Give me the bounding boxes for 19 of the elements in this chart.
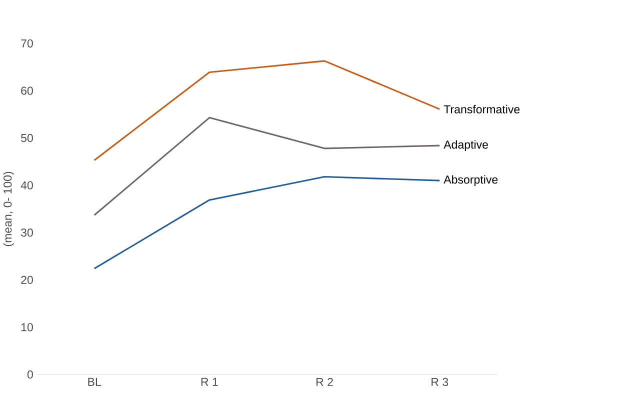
x-tick-label: R 2 — [316, 378, 333, 386]
series-label: Adaptive — [444, 140, 488, 151]
series-label: Absorptive — [444, 175, 498, 186]
y-tick-label: 70 — [21, 39, 33, 48]
line-series — [94, 60, 440, 162]
x-tick-label: R 3 — [432, 378, 448, 386]
y-axis-title: (mean, 0- 100) — [3, 172, 14, 246]
y-tick-label: 60 — [21, 86, 33, 95]
y-tick-label: 40 — [20, 181, 33, 190]
x-tick-label: R 1 — [201, 378, 218, 386]
y-tick-label: 30 — [21, 228, 33, 237]
y-tick-label: 50 — [21, 134, 33, 142]
y-tick-label: 0 — [27, 370, 33, 379]
y-tick-label: 20 — [21, 276, 33, 284]
series-label: Transformative — [444, 104, 520, 114]
x-tick-label: BL — [88, 378, 102, 386]
y-tick-label: 10 — [21, 323, 33, 332]
line-series — [94, 116, 440, 216]
line-series — [94, 176, 440, 270]
